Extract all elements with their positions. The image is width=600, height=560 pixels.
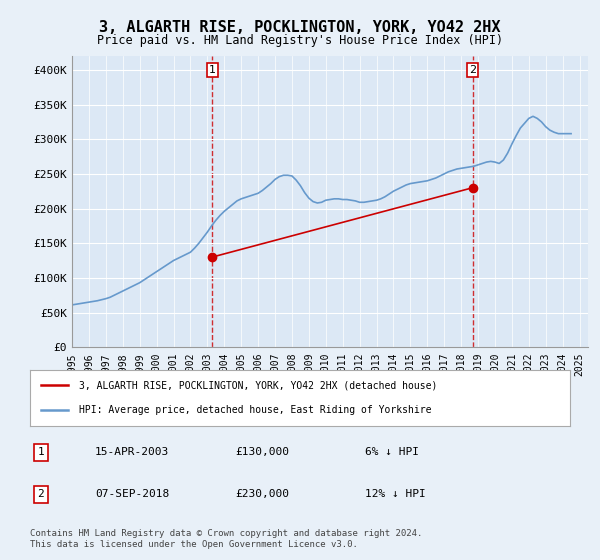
Text: 15-APR-2003: 15-APR-2003 (95, 447, 169, 457)
Text: 1: 1 (209, 65, 216, 74)
Text: £130,000: £130,000 (235, 447, 289, 457)
Text: 07-SEP-2018: 07-SEP-2018 (95, 489, 169, 499)
Text: 1: 1 (37, 447, 44, 457)
Text: 12% ↓ HPI: 12% ↓ HPI (365, 489, 425, 499)
Text: HPI: Average price, detached house, East Riding of Yorkshire: HPI: Average price, detached house, East… (79, 405, 431, 415)
Text: Contains HM Land Registry data © Crown copyright and database right 2024.
This d: Contains HM Land Registry data © Crown c… (30, 529, 422, 549)
Text: 2: 2 (37, 489, 44, 499)
Text: Price paid vs. HM Land Registry's House Price Index (HPI): Price paid vs. HM Land Registry's House … (97, 34, 503, 46)
Text: £230,000: £230,000 (235, 489, 289, 499)
Text: 6% ↓ HPI: 6% ↓ HPI (365, 447, 419, 457)
Text: 3, ALGARTH RISE, POCKLINGTON, YORK, YO42 2HX (detached house): 3, ALGARTH RISE, POCKLINGTON, YORK, YO42… (79, 380, 437, 390)
Text: 3, ALGARTH RISE, POCKLINGTON, YORK, YO42 2HX: 3, ALGARTH RISE, POCKLINGTON, YORK, YO42… (99, 20, 501, 35)
Text: 2: 2 (469, 65, 476, 74)
